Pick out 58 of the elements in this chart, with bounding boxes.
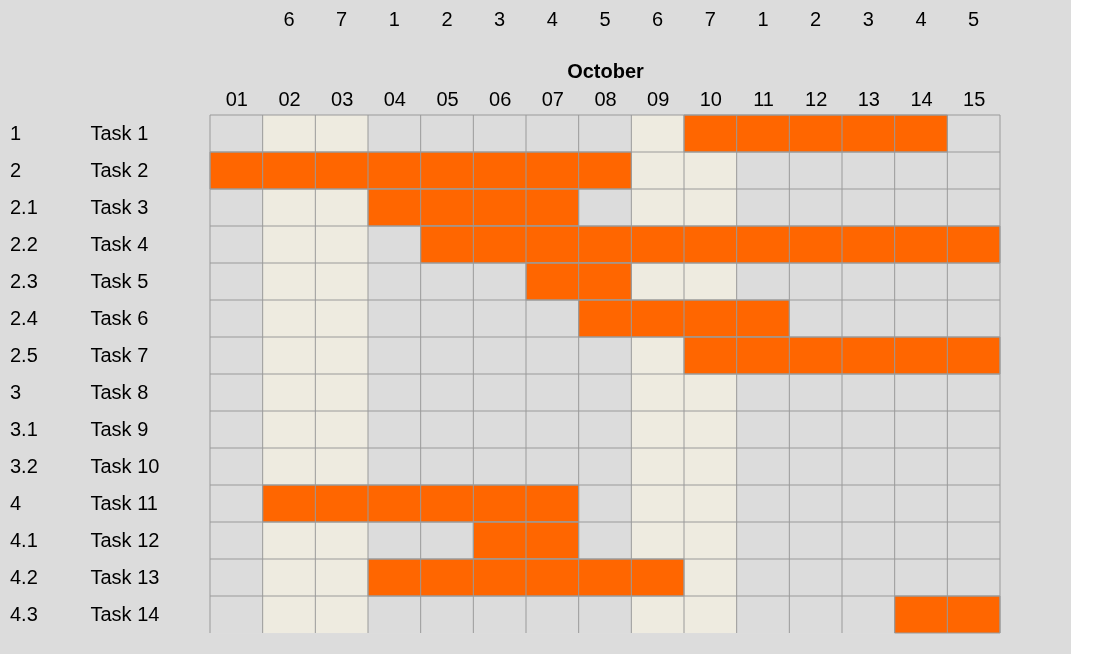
- text: 6: [652, 8, 664, 30]
- text: 1: [757, 8, 769, 30]
- x-tick-label: 09: [647, 87, 670, 110]
- x-tick-label: 14: [910, 87, 933, 110]
- text: 6: [283, 8, 295, 30]
- text: 3: [10, 380, 22, 403]
- text: 4: [915, 8, 927, 30]
- y-tick-label: Task 5: [90, 269, 149, 292]
- text: 3: [494, 8, 506, 30]
- text: 2.4: [10, 306, 38, 329]
- x-tick-label: 02: [278, 87, 301, 110]
- text: 2: [441, 8, 453, 30]
- text: 5: [968, 8, 980, 30]
- text: 3: [862, 8, 874, 30]
- text: 4.2: [10, 565, 38, 588]
- text: 2.2: [10, 232, 38, 255]
- y-tick-label: Task 10: [90, 454, 160, 477]
- text: 1: [10, 121, 22, 144]
- text: 4: [10, 491, 22, 514]
- x-tick-label: 11: [753, 87, 774, 110]
- text: 3.1: [10, 417, 38, 440]
- x-tick-label: 13: [857, 87, 880, 110]
- x-tick-label: 07: [541, 87, 564, 110]
- text: 2.5: [10, 343, 38, 366]
- x-tick-label: 06: [489, 87, 512, 110]
- y-tick-label: Task 3: [90, 195, 149, 218]
- y-tick-label: Task 13: [90, 565, 160, 588]
- x-tick-label: 15: [963, 87, 986, 110]
- x-axis-title: October: [567, 59, 645, 82]
- text: 5: [599, 8, 611, 30]
- text: 4.1: [10, 528, 38, 551]
- x-tick-label: 04: [383, 87, 406, 110]
- x-tick-label: 10: [699, 87, 722, 110]
- text: 2.1: [10, 195, 38, 218]
- text: 2: [10, 158, 22, 181]
- x-tick-label: 12: [805, 87, 828, 110]
- y-tick-label: Task 11: [90, 491, 158, 514]
- text: 7: [336, 8, 348, 30]
- y-tick-label: Task 2: [90, 158, 149, 181]
- x-tick-label: 08: [594, 87, 617, 110]
- y-tick-label: Task 1: [90, 121, 149, 144]
- x-tick-label: 01: [225, 87, 248, 110]
- y-tick-label: Task 8: [90, 380, 149, 403]
- text: 1: [388, 8, 400, 30]
- x-tick-label: 03: [331, 87, 354, 110]
- y-tick-label: Task 12: [90, 528, 160, 551]
- text: 2.3: [10, 269, 38, 292]
- y-tick-label: Task 6: [90, 306, 149, 329]
- text: 4: [546, 8, 558, 30]
- y-tick-label: Task 9: [90, 417, 149, 440]
- text: 7: [704, 8, 716, 30]
- y-tick-label: Task 14: [90, 602, 160, 625]
- text: 2: [810, 8, 822, 30]
- text: 4.3: [10, 602, 38, 625]
- text: 3.2: [10, 454, 38, 477]
- y-tick-label: Task 7: [90, 343, 149, 366]
- x-tick-label: 05: [436, 87, 459, 110]
- y-tick-label: Task 4: [90, 232, 149, 255]
